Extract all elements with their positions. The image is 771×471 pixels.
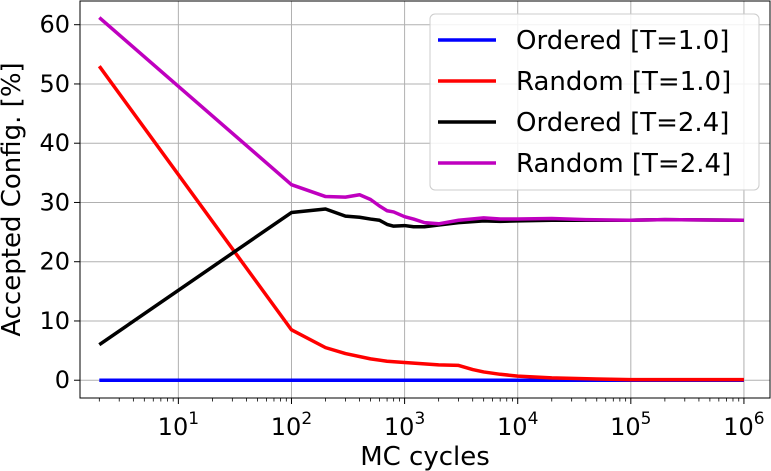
x-axis-label: MC cycles xyxy=(360,442,490,471)
y-tick-label: 30 xyxy=(39,188,70,216)
y-tick-label: 40 xyxy=(39,129,70,157)
series-line-4 xyxy=(98,16,744,226)
y-tick-label: 50 xyxy=(39,70,70,98)
y-tick-label: 10 xyxy=(39,307,70,335)
legend: Ordered [T=1.0] Random [T=1.0] Ordered [T=… xyxy=(429,13,760,191)
series-line-2 xyxy=(97,65,744,382)
series-lines xyxy=(97,16,744,382)
legend-label: Ordered [T=1.0] xyxy=(516,26,729,56)
legend-label: Random [T=1.0] xyxy=(516,67,731,97)
x-tick-label: 106 xyxy=(723,409,764,441)
legend-label: Random [T=2.4] xyxy=(516,149,731,179)
x-tick-label: 105 xyxy=(610,409,651,441)
ticks: 0 10 20 30 40 50 60 101 102 103 104 105 106 xyxy=(39,11,764,441)
x-tick-label: 103 xyxy=(384,409,425,441)
x-tick-label: 104 xyxy=(497,409,538,441)
y-tick-label: 20 xyxy=(39,248,70,276)
y-axis-label: Accepted Config. [%] xyxy=(0,62,27,336)
y-tick-label: 0 xyxy=(55,366,70,394)
x-tick-label: 101 xyxy=(158,409,199,441)
series-line-3 xyxy=(98,207,744,347)
legend-label: Ordered [T=2.4] xyxy=(516,108,729,138)
x-tick-label: 102 xyxy=(271,409,312,441)
y-tick-label: 60 xyxy=(39,11,70,39)
plot-frame xyxy=(79,0,771,399)
legend-box xyxy=(429,13,760,191)
